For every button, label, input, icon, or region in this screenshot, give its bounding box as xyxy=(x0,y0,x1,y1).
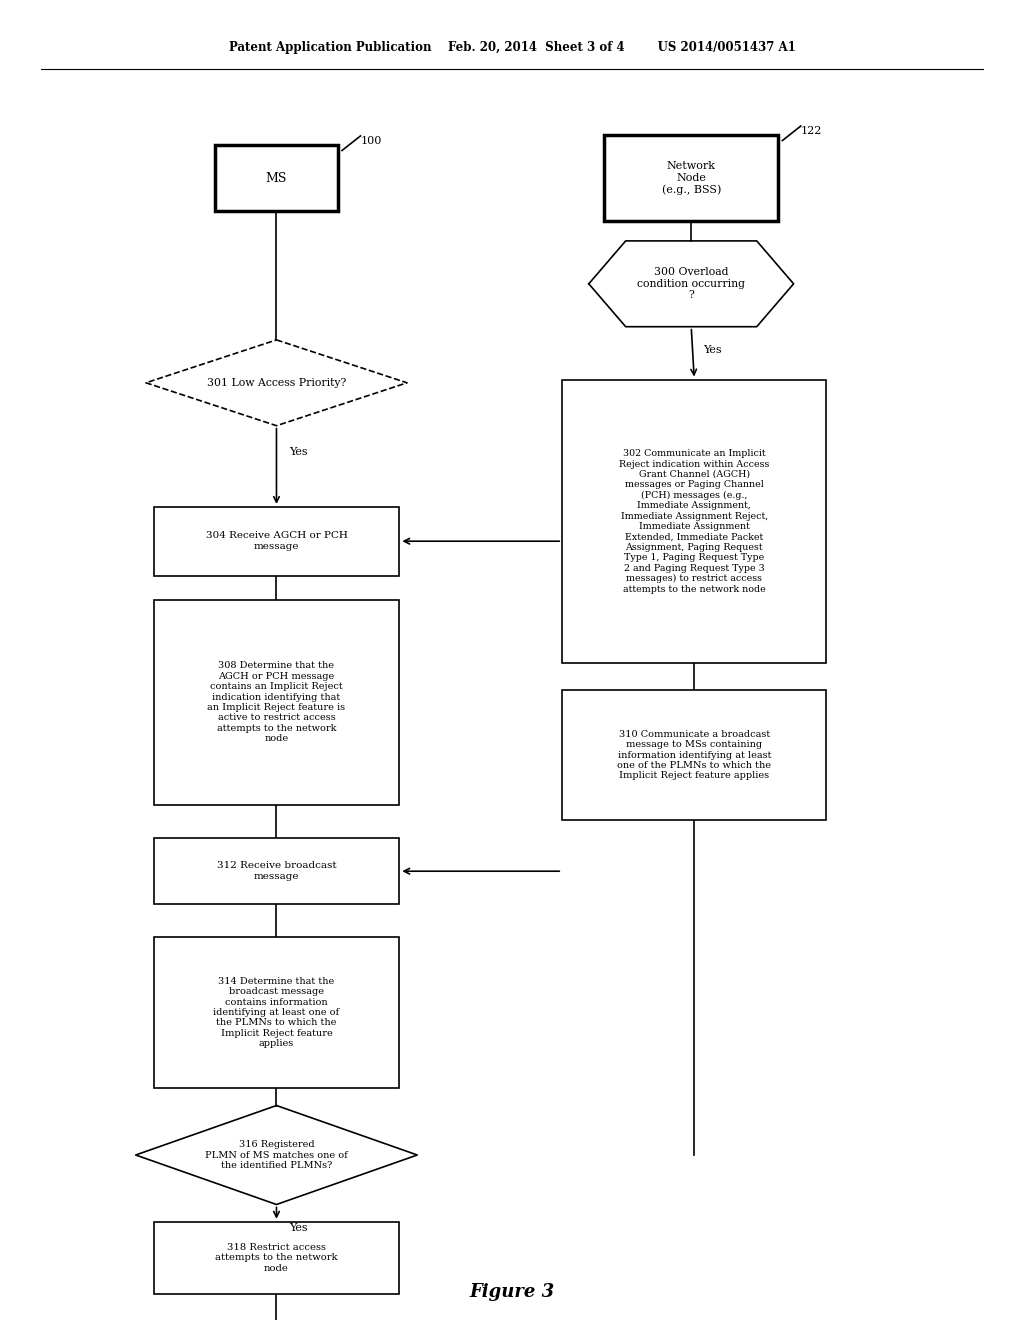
Polygon shape xyxy=(135,1106,418,1204)
FancyBboxPatch shape xyxy=(154,838,399,904)
Text: 100: 100 xyxy=(360,136,382,147)
Text: Figure 3: Figure 3 xyxy=(469,1283,555,1302)
Text: Yes: Yes xyxy=(289,447,307,457)
FancyBboxPatch shape xyxy=(604,135,778,220)
Text: MS: MS xyxy=(266,172,287,185)
Text: 308 Determine that the
AGCH or PCH message
contains an Implicit Reject
indicatio: 308 Determine that the AGCH or PCH messa… xyxy=(208,661,345,743)
Text: Yes: Yes xyxy=(703,346,722,355)
Polygon shape xyxy=(589,242,794,326)
FancyBboxPatch shape xyxy=(154,507,399,576)
Text: 301 Low Access Priority?: 301 Low Access Priority? xyxy=(207,378,346,388)
Text: 310 Communicate a broadcast
message to MSs containing
information identifying at: 310 Communicate a broadcast message to M… xyxy=(617,730,771,780)
Text: Yes: Yes xyxy=(289,1224,307,1233)
Text: 312 Receive broadcast
message: 312 Receive broadcast message xyxy=(217,862,336,880)
FancyBboxPatch shape xyxy=(562,690,826,820)
FancyBboxPatch shape xyxy=(154,599,399,804)
Text: 316 Registered
PLMN of MS matches one of
the identified PLMNs?: 316 Registered PLMN of MS matches one of… xyxy=(205,1140,348,1170)
FancyBboxPatch shape xyxy=(154,937,399,1088)
Text: Network
Node
(e.g., BSS): Network Node (e.g., BSS) xyxy=(662,161,721,195)
Text: 302 Communicate an Implicit
Reject indication within Access
Grant Channel (AGCH): 302 Communicate an Implicit Reject indic… xyxy=(620,449,769,594)
Text: 304 Receive AGCH or PCH
message: 304 Receive AGCH or PCH message xyxy=(206,532,347,550)
Text: Patent Application Publication    Feb. 20, 2014  Sheet 3 of 4        US 2014/005: Patent Application Publication Feb. 20, … xyxy=(228,41,796,54)
Text: 314 Determine that the
broadcast message
contains information
identifying at lea: 314 Determine that the broadcast message… xyxy=(213,977,340,1048)
Text: 122: 122 xyxy=(801,127,822,136)
Polygon shape xyxy=(146,341,408,425)
FancyBboxPatch shape xyxy=(154,1222,399,1294)
Text: 318 Restrict access
attempts to the network
node: 318 Restrict access attempts to the netw… xyxy=(215,1243,338,1272)
FancyBboxPatch shape xyxy=(562,380,826,663)
Text: 300 Overload
condition occurring
?: 300 Overload condition occurring ? xyxy=(637,267,745,301)
FancyBboxPatch shape xyxy=(215,145,338,211)
